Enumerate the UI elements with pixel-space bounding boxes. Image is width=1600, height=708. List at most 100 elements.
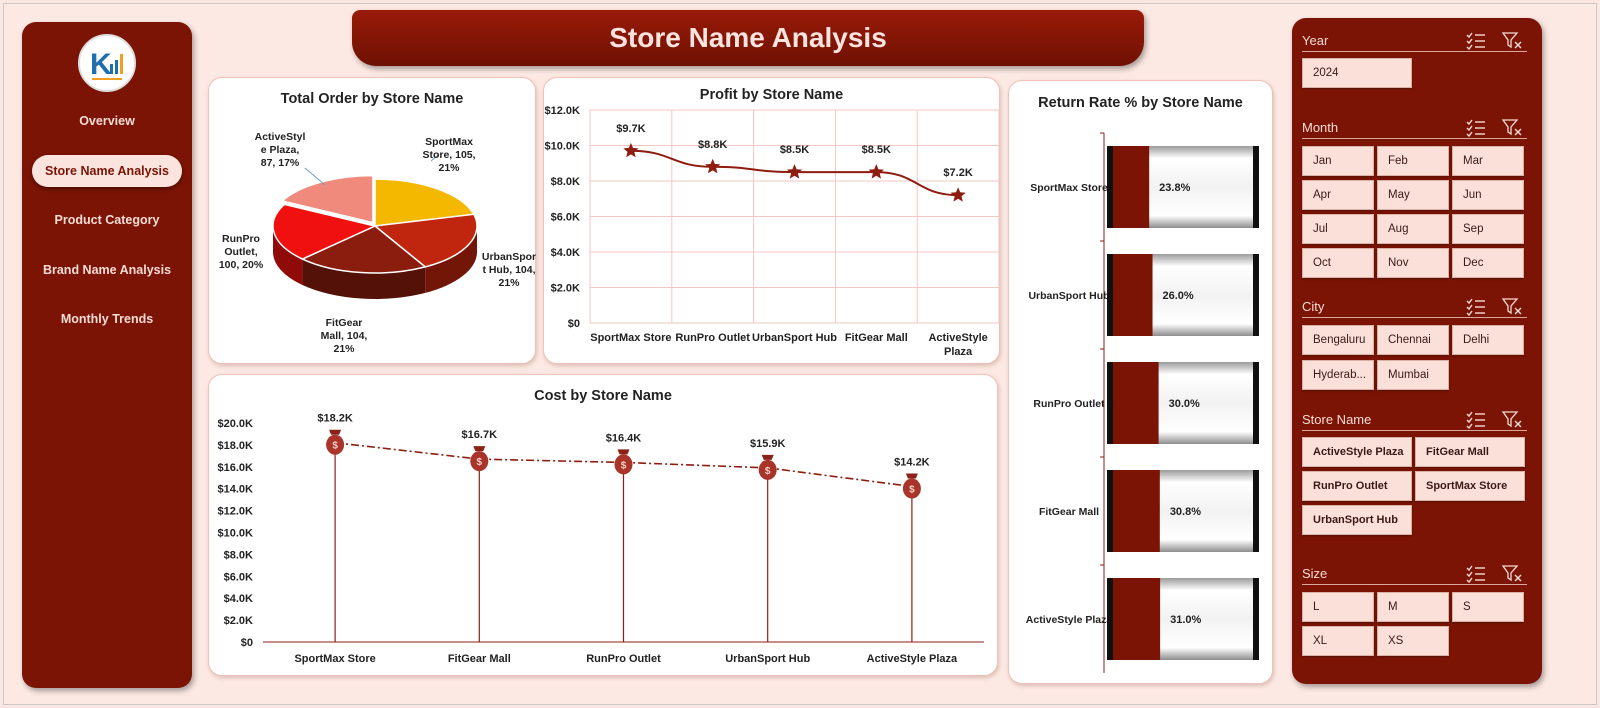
slicer-item-month[interactable]: Aug (1377, 214, 1449, 244)
slicer-item-month[interactable]: Oct (1302, 248, 1374, 278)
slicer-item-city[interactable]: Bengaluru (1302, 325, 1374, 355)
nav-item-product-category[interactable]: Product Category (54, 213, 160, 227)
pie-data-label: FitGear Mall, 104, 21% (321, 317, 368, 355)
bar-track-cap (1107, 578, 1113, 660)
clear-filter-icon[interactable] (1501, 409, 1523, 429)
money-bag-icon: $ (326, 429, 345, 455)
star-icon (868, 164, 884, 179)
clear-filter-icon[interactable] (1501, 30, 1523, 50)
slicer-header-city: City (1302, 296, 1527, 318)
multi-select-icon[interactable] (1465, 117, 1487, 138)
slicer-item-month[interactable]: Apr (1302, 180, 1374, 210)
slicer-title: Store Name (1302, 412, 1372, 427)
data-label: $14.2K (894, 457, 930, 469)
svg-text:K: K (90, 48, 112, 81)
slicer-title: City (1302, 299, 1325, 314)
multi-select-icon[interactable] (1465, 409, 1487, 430)
slicer-item-size[interactable]: L (1302, 592, 1374, 622)
multi-select-icon[interactable] (1465, 30, 1487, 51)
y-category-label: RunPro Outlet (1033, 398, 1105, 410)
clear-filter-icon[interactable] (1501, 563, 1523, 583)
money-bag-glyph: $ (909, 485, 915, 496)
bar-track-cap (1253, 146, 1259, 228)
money-bag-body (902, 478, 921, 499)
left-nav: K Overview Store Name Analysis Product C… (22, 22, 192, 688)
slicer-item-city[interactable]: Hyderab... (1302, 360, 1374, 390)
data-label: 30.0% (1169, 398, 1200, 410)
chart-title: Total Order by Store Name (280, 91, 464, 107)
leader-line (304, 167, 326, 186)
money-bag-icon: $ (614, 449, 633, 475)
x-tick-label: RunPro Outlet (586, 653, 661, 665)
cost-card: Cost by Store Name $0 $2.0K $4.0K $6.0K $8.0… (208, 374, 998, 676)
x-tick-label: RunPro Outlet (675, 332, 750, 344)
slicer-item-size[interactable]: XS (1377, 626, 1449, 656)
slicer-item-year[interactable]: 2024 (1302, 58, 1412, 88)
money-bag-body (614, 454, 633, 475)
money-bag-glyph: $ (621, 460, 627, 471)
slicer-item-size[interactable]: S (1452, 592, 1524, 622)
money-bag-icon: $ (902, 473, 921, 499)
multi-select-icon[interactable] (1465, 296, 1487, 317)
slicer-item-size[interactable]: M (1377, 592, 1449, 622)
clear-filter-icon[interactable] (1501, 117, 1523, 137)
money-bag-body (326, 434, 345, 455)
nav-item-brand-name-analysis[interactable]: Brand Name Analysis (42, 263, 172, 277)
x-tick-label: ActiveStyle Plaza (867, 653, 958, 665)
pie-slice (272, 203, 378, 260)
slicer-item-month[interactable]: Jun (1452, 180, 1524, 210)
data-label: $8.8K (698, 139, 727, 151)
slicer-item-month[interactable]: Sep (1452, 214, 1524, 244)
bar-track-cap (1253, 362, 1259, 444)
data-label: $18.2K (317, 413, 353, 425)
return-rate-card: Return Rate % by Store Name SportMax Sto… (1008, 80, 1273, 684)
star-icon (786, 164, 803, 179)
pie-slice (280, 174, 374, 224)
bar-fill (1113, 470, 1160, 552)
x-tick-label: FitGear Mall (845, 332, 908, 344)
data-label: 23.8% (1159, 182, 1190, 194)
star-icon (705, 158, 721, 174)
slicer-item-store[interactable]: UrbanSport Hub (1302, 505, 1412, 535)
profit-card: Profit by Store Name $0 $2.0K $4.0K $6.0K $8… (543, 77, 1000, 364)
slicer-item-month[interactable]: Jan (1302, 146, 1374, 176)
slicer-item-month[interactable]: Feb (1377, 146, 1449, 176)
slicer-header-month: Month (1302, 117, 1527, 139)
slicer-item-month[interactable]: May (1377, 180, 1449, 210)
bar-track-cap (1253, 254, 1259, 336)
bar-track-cap (1107, 146, 1113, 228)
money-bag-icon: $ (758, 454, 777, 480)
y-tick-label: $8.0K (224, 549, 253, 561)
bar-track-cap (1107, 254, 1113, 336)
nav-item-store-name-analysis[interactable]: Store Name Analysis (32, 155, 182, 187)
slicer-item-month[interactable]: Mar (1452, 146, 1524, 176)
slicer-item-store[interactable]: RunPro Outlet (1302, 471, 1412, 501)
pie-slice (300, 225, 427, 274)
y-tick-label: $16.0K (218, 462, 254, 474)
data-label: $9.7K (616, 123, 645, 135)
clear-filter-icon[interactable] (1501, 296, 1523, 316)
multi-select-icon[interactable] (1465, 563, 1487, 584)
slicer-item-store[interactable]: FitGear Mall (1415, 437, 1525, 467)
slicer-title: Month (1302, 120, 1339, 135)
slicer-item-month[interactable]: Dec (1452, 248, 1524, 278)
y-tick-label: $0 (568, 318, 580, 330)
chart-title: Return Rate % by Store Name (1038, 95, 1243, 111)
slicer-item-store[interactable]: ActiveStyle Plaza (1302, 437, 1412, 467)
money-bag-neck (617, 449, 630, 455)
nav-item-overview[interactable]: Overview (79, 114, 135, 128)
money-bag-glyph: $ (765, 466, 771, 477)
slicer-item-city[interactable]: Chennai (1377, 325, 1449, 355)
slicer-item-month[interactable]: Nov (1377, 248, 1449, 278)
chart-title: Profit by Store Name (699, 87, 844, 103)
x-tick-label: FitGear Mall (448, 653, 511, 665)
slicer-item-month[interactable]: Jul (1302, 214, 1374, 244)
slicer-header-year: Year (1302, 30, 1527, 52)
slicer-item-size[interactable]: XL (1302, 626, 1374, 656)
slicer-item-city[interactable]: Delhi (1452, 325, 1524, 355)
slicer-item-store[interactable]: SportMax Store (1415, 471, 1525, 501)
nav-item-monthly-trends[interactable]: Monthly Trends (60, 312, 154, 326)
data-label: $8.5K (862, 144, 891, 156)
x-tick-label: SportMax Store (294, 653, 375, 665)
slicer-item-city[interactable]: Mumbai (1377, 360, 1449, 390)
